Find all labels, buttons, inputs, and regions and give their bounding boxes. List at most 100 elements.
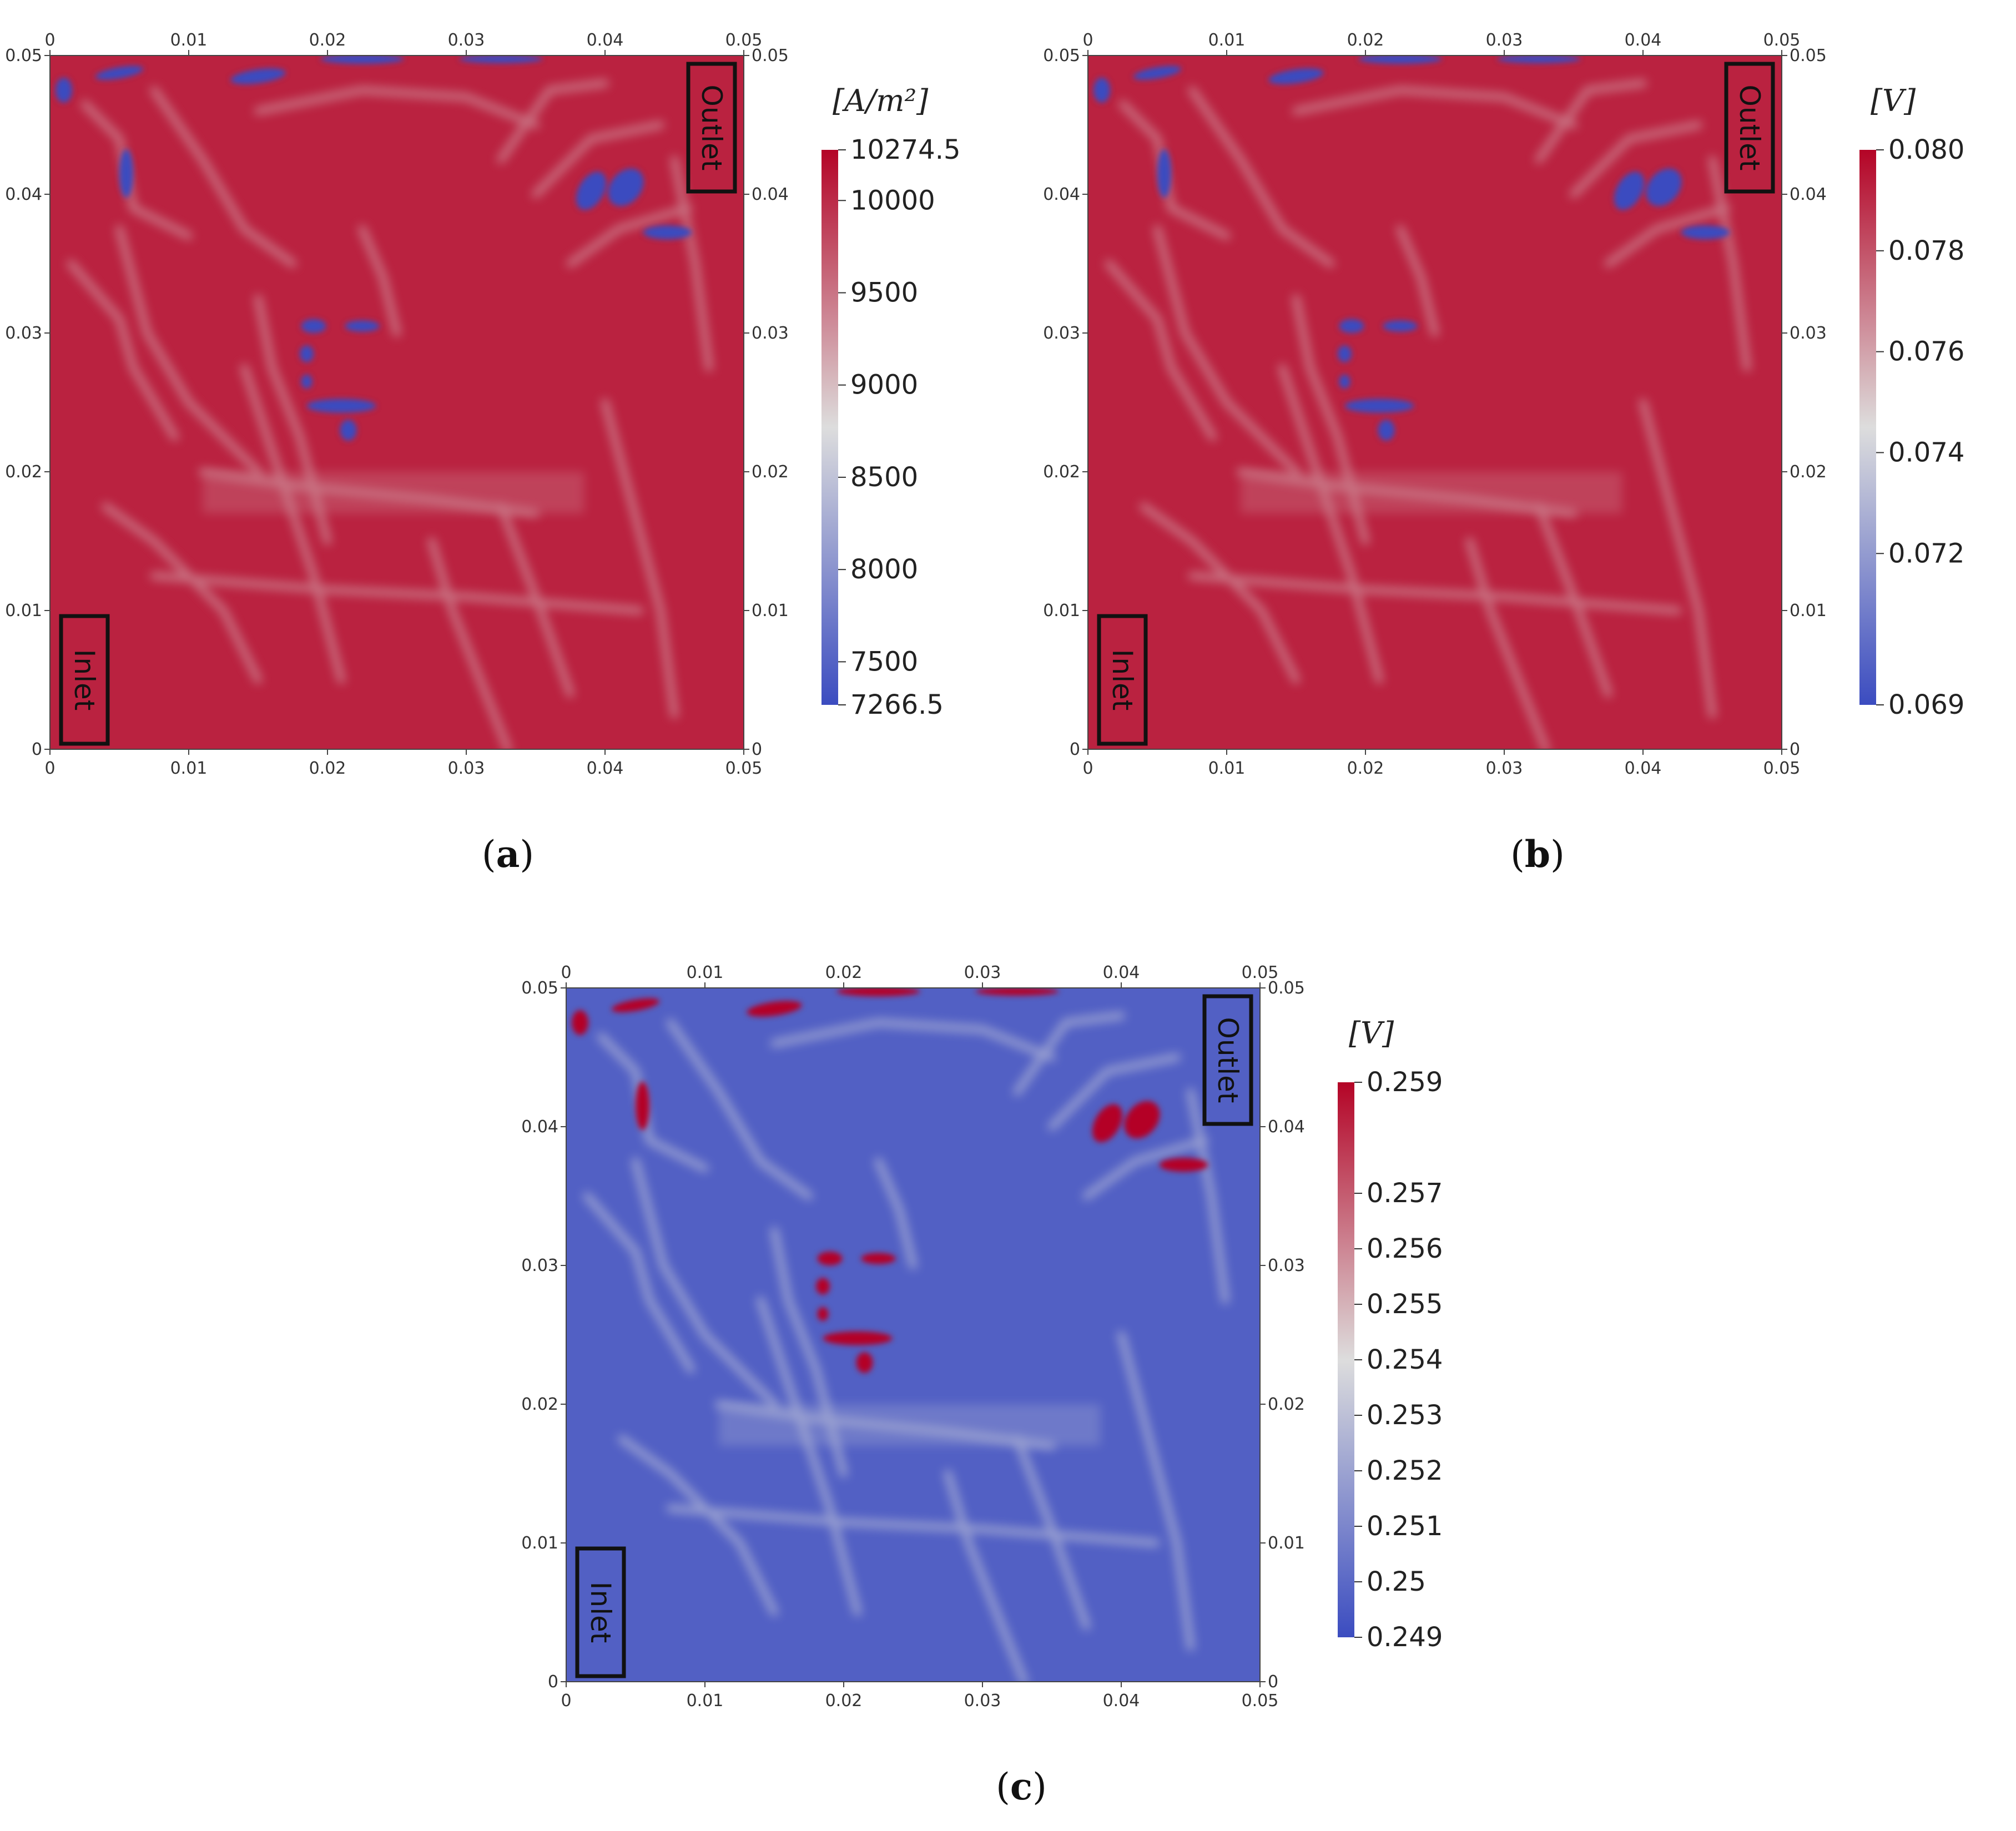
plot-frame <box>49 55 744 750</box>
field-spot <box>817 1252 843 1265</box>
outlet-label: Outlet <box>1733 85 1766 171</box>
field-spot <box>1093 78 1110 103</box>
field-spot <box>1383 320 1418 332</box>
field-streak <box>497 79 609 164</box>
colorbar-unit: [A/m²] <box>833 83 929 118</box>
y-tick-label-right: 0.05 <box>1268 978 1305 998</box>
field-streak <box>67 260 179 441</box>
field-streak <box>1117 1331 1195 1651</box>
colorbar-tick-label: 0.252 <box>1367 1455 1443 1486</box>
colorbar-tick-label: 0.25 <box>1367 1566 1426 1597</box>
colorbar <box>821 150 838 705</box>
field-spot <box>975 988 1059 996</box>
x-tick-label-top: 0.03 <box>1486 31 1523 50</box>
field-streak <box>532 121 664 198</box>
y-tick-label-left: 0.04 <box>521 1117 558 1137</box>
field-streak <box>666 1504 1160 1547</box>
field-spot <box>1358 56 1442 64</box>
caption-b: (b) <box>1510 833 1565 876</box>
field-spot <box>856 1352 873 1373</box>
colorbar-tick-label: 0.251 <box>1367 1511 1443 1542</box>
y-tick-label-right: 0 <box>1790 740 1800 759</box>
y-tick-label-left: 0.04 <box>1043 185 1080 204</box>
y-tick-label-left: 0.02 <box>5 462 42 482</box>
field-streak <box>1188 86 1335 268</box>
field-streak <box>102 502 262 684</box>
field-streak <box>1188 572 1682 614</box>
field-spot <box>823 1331 893 1345</box>
colorbar-tick-label: 0.072 <box>1888 538 1964 569</box>
x-tick-label-bottom: 0.01 <box>170 759 208 778</box>
y-tick-label-right: 0.05 <box>752 46 789 65</box>
colorbar-tick-label: 0.074 <box>1888 437 1964 468</box>
x-tick-label-bottom: 0.02 <box>1347 759 1384 778</box>
y-tick-label-right: 0.03 <box>1268 1256 1305 1275</box>
colorbar-tick-label: 8000 <box>850 554 918 585</box>
colorbar-tick-label: 0.069 <box>1888 689 1964 720</box>
x-tick-label-top: 0.01 <box>170 31 208 50</box>
x-tick-label-top: 0.05 <box>1242 963 1279 982</box>
y-tick-label-right: 0.05 <box>1790 46 1827 65</box>
field-streak <box>874 1157 917 1269</box>
heatmap-chart-b: 000.010.010.020.020.030.030.040.040.050.… <box>1043 31 1964 778</box>
inlet-box <box>575 1546 626 1678</box>
field-features <box>572 988 1229 1682</box>
x-tick-label-bottom: 0 <box>44 759 55 778</box>
panel-c: 0 0 0.01 0.01 0.02 0.02 0.03 0.03 0.04 0.04 0.05 0.… <box>521 944 1510 1721</box>
field-streak <box>1396 225 1439 337</box>
field-spot <box>1133 65 1182 80</box>
x-tick-label-top: 0 <box>1082 31 1093 50</box>
field-features <box>56 56 713 749</box>
x-tick-label-top: 0.04 <box>1103 963 1140 982</box>
x-tick-label-bottom: 0.05 <box>1763 759 1801 778</box>
y-tick-label-right: 0.02 <box>1268 1395 1305 1414</box>
x-tick-label-top: 0.01 <box>687 963 724 982</box>
field-spot <box>320 56 404 64</box>
colorbar-tick-label: 9000 <box>850 370 918 401</box>
colorbar-tick-label: 0.255 <box>1367 1289 1443 1320</box>
field-streak <box>358 225 401 337</box>
x-tick-label-top: 0.05 <box>1763 31 1801 50</box>
field-spot <box>1497 56 1581 63</box>
field-spot <box>1339 375 1350 389</box>
y-tick-label-left: 0.05 <box>1043 46 1080 65</box>
field-spot <box>1159 1158 1208 1172</box>
field-spot <box>608 168 644 206</box>
field-streak <box>115 225 262 476</box>
field-spot <box>459 56 543 63</box>
y-tick-label-right: 0 <box>752 740 762 759</box>
x-tick-label-bottom: 0.01 <box>1208 759 1246 778</box>
field-streak <box>1153 225 1300 476</box>
y-tick-label-left: 0.05 <box>5 46 42 65</box>
colorbar-tick-label: 0.254 <box>1367 1344 1443 1375</box>
plot-frame <box>1087 55 1782 750</box>
field-spot <box>301 375 313 389</box>
field-streak <box>1708 155 1751 372</box>
field-spot <box>56 78 72 103</box>
field-features <box>1093 56 1751 749</box>
x-tick-label-bottom: 0.02 <box>309 759 346 778</box>
field-streak <box>1292 86 1577 129</box>
field-spot <box>301 319 326 333</box>
heatmap-chart-a: 000.010.010.020.020.030.030.040.040.050.… <box>5 31 960 778</box>
field-streak <box>254 86 540 129</box>
panel-b: 0 0 0.01 0.01 0.02 0.02 0.03 0.03 0.04 0.04 0.05 0.… <box>1043 11 2009 788</box>
x-tick-label-bottom: 0.02 <box>825 1691 863 1711</box>
field-spot <box>1344 399 1414 413</box>
y-tick-label-right: 0.03 <box>752 324 789 343</box>
y-tick-label-right: 0.04 <box>752 185 789 204</box>
field-spot <box>836 988 920 996</box>
field-spot <box>306 399 376 413</box>
x-tick-label-top: 0.05 <box>725 31 763 50</box>
y-tick-label-left: 0.02 <box>521 1395 558 1414</box>
x-tick-label-top: 0 <box>561 963 571 982</box>
x-tick-label-bottom: 0.03 <box>448 759 485 778</box>
y-tick-label-right: 0.04 <box>1790 185 1827 204</box>
colorbar-tick-label: 0.259 <box>1367 1067 1443 1098</box>
colorbar-tick-label: 0.253 <box>1367 1400 1443 1431</box>
y-tick-label-right: 0.01 <box>752 601 789 621</box>
x-tick-label-bottom: 0 <box>561 1691 571 1711</box>
field-streak <box>1140 502 1300 684</box>
y-tick-label-right: 0.01 <box>1790 601 1827 621</box>
outlet-label: Outlet <box>1212 1017 1244 1103</box>
